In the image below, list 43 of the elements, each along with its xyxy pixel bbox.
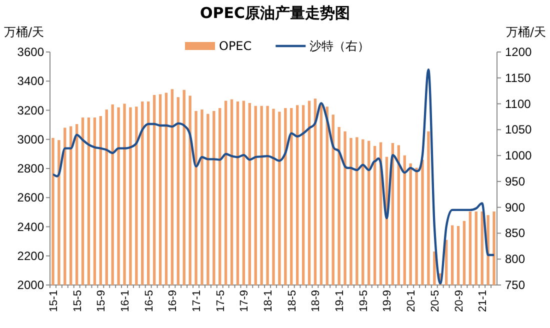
y-tick-label: 2200 <box>17 248 44 263</box>
x-tick-label: 15-9 <box>96 290 108 312</box>
y-axis-title: 万桶/天 <box>4 25 44 39</box>
y-tick-label: 2000 <box>17 278 44 292</box>
y2-tick-label: 1000 <box>505 148 532 163</box>
y2-tick-label: 900 <box>505 200 526 214</box>
x-tick-label: 20-5 <box>429 290 442 312</box>
y2-tick-label: 1150 <box>505 70 532 85</box>
x-tick-label: 16-9 <box>167 290 180 312</box>
title: OPEC原油产量走势图 <box>200 4 350 22</box>
x-tick-label: 20-1 <box>406 290 418 312</box>
y-tick-label: 2800 <box>17 162 44 176</box>
y2-tick-label: 750 <box>505 278 526 292</box>
y2-tick-label: 1100 <box>505 96 532 111</box>
y2-tick-label: 850 <box>505 226 526 240</box>
x-tick-label: 16-1 <box>120 290 132 312</box>
x-tick-label: 16-5 <box>143 290 156 312</box>
x-tick-label: 20-9 <box>453 290 466 312</box>
x-tick-label: 15-5 <box>72 290 84 312</box>
x-tick-label: 19-9 <box>382 290 394 312</box>
y-tick-label: 3000 <box>17 132 44 146</box>
x-tick-label: 19-5 <box>358 290 370 312</box>
x-tick-label: 18-1 <box>262 290 275 312</box>
y-tick-label: 2600 <box>17 190 44 205</box>
y2-tick-label: 950 <box>505 174 526 188</box>
x-tick-label: 18-9 <box>310 290 322 312</box>
y-tick-label: 3600 <box>17 45 44 59</box>
y2-tick-label: 1050 <box>505 122 532 137</box>
y2-tick-label: 800 <box>505 252 526 266</box>
legend-label: OPEC <box>219 39 252 53</box>
y-tick-label: 3400 <box>17 74 44 88</box>
legend-label: 沙特（右） <box>310 39 370 53</box>
x-tick-label: 21-1 <box>477 290 490 312</box>
x-tick-label: 18-5 <box>286 290 298 312</box>
x-tick-label: 19-1 <box>334 290 346 312</box>
y-tick-label: 3200 <box>17 103 44 118</box>
y2-tick-label: 1200 <box>505 45 532 59</box>
y2-axis-title: 万桶/天 <box>506 25 546 39</box>
x-tick-label: 17-9 <box>238 290 251 312</box>
y-tick-label: 2400 <box>17 220 44 234</box>
x-tick-label: 15-1 <box>48 290 60 312</box>
x-tick-label: 17-1 <box>191 290 204 312</box>
x-tick-label: 17-5 <box>214 290 227 312</box>
